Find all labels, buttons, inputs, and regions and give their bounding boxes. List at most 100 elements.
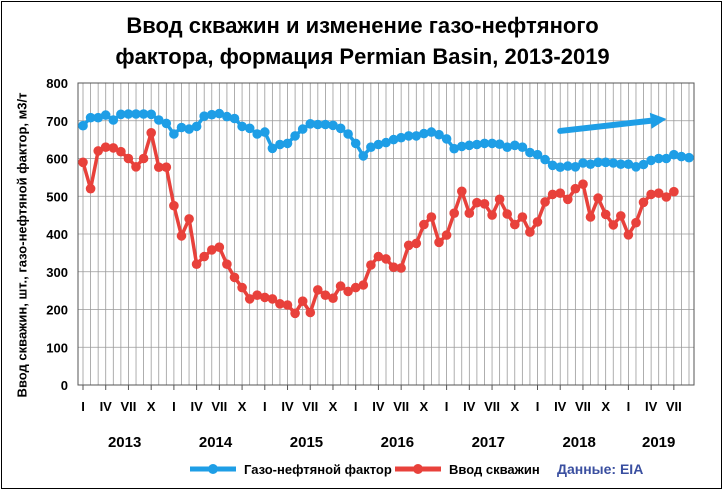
data-point bbox=[366, 260, 376, 270]
data-point bbox=[593, 157, 603, 168]
y-tick-label: 0 bbox=[61, 378, 68, 393]
data-point bbox=[176, 231, 187, 241]
data-point bbox=[313, 285, 323, 295]
data-point bbox=[305, 307, 316, 318]
data-point bbox=[138, 109, 149, 119]
data-point bbox=[525, 147, 535, 158]
data-point bbox=[517, 142, 528, 152]
data-point bbox=[578, 158, 588, 168]
data-point bbox=[381, 137, 391, 148]
x-tick-labels: I IV VII X I IV VII X I IV VII X I IV VII X I IV VII X I IV VI… bbox=[81, 399, 682, 414]
data-point bbox=[684, 152, 694, 163]
x-tick-label: I bbox=[263, 399, 267, 414]
data-point bbox=[388, 262, 399, 273]
data-point bbox=[207, 245, 217, 255]
data-point bbox=[100, 110, 111, 120]
data-point bbox=[623, 230, 634, 240]
data-point bbox=[600, 209, 611, 220]
trend-arrow-shaft bbox=[557, 117, 654, 134]
data-point bbox=[252, 290, 262, 301]
data-point bbox=[350, 138, 361, 149]
y-tick-label: 800 bbox=[46, 76, 68, 91]
data-point bbox=[669, 149, 679, 160]
trend-arrow-layer bbox=[557, 112, 667, 134]
data-point bbox=[608, 158, 619, 168]
data-point bbox=[343, 129, 353, 139]
data-point bbox=[457, 141, 467, 152]
data-point bbox=[441, 230, 452, 240]
data-point bbox=[146, 128, 156, 138]
data-point bbox=[517, 212, 528, 222]
legend: Газо-нефтяной фактор Ввод скважин Данные… bbox=[190, 461, 643, 477]
data-point bbox=[510, 219, 520, 230]
data-point bbox=[78, 157, 88, 168]
x-tick-label: I bbox=[172, 399, 176, 414]
year-label: 2017 bbox=[472, 434, 505, 451]
data-point bbox=[244, 294, 255, 304]
data-point bbox=[426, 127, 437, 137]
data-point bbox=[578, 179, 588, 189]
year-label: 2015 bbox=[290, 434, 323, 451]
data-point bbox=[366, 142, 376, 152]
data-point bbox=[191, 121, 202, 132]
data-point bbox=[525, 227, 535, 237]
data-point bbox=[176, 122, 187, 133]
data-point bbox=[661, 192, 672, 202]
x-tick-label: X bbox=[510, 399, 519, 414]
series-gas-oil-ratio bbox=[78, 108, 694, 172]
x-tick-label: IV bbox=[554, 399, 567, 414]
year-label: 2013 bbox=[108, 434, 141, 451]
data-point bbox=[479, 138, 490, 149]
data-point bbox=[108, 115, 119, 125]
x-tick-label: I bbox=[354, 399, 358, 414]
x-tick-label: IV bbox=[190, 399, 203, 414]
data-point bbox=[290, 308, 300, 319]
grid-lines bbox=[78, 82, 694, 386]
data-point bbox=[116, 109, 126, 120]
data-point bbox=[184, 214, 194, 224]
axes bbox=[77, 82, 695, 390]
data-point bbox=[297, 124, 308, 134]
data-point bbox=[419, 219, 429, 230]
x-tick-label: VII bbox=[393, 399, 409, 414]
x-tick-label: X bbox=[420, 399, 429, 414]
plot-border bbox=[77, 82, 695, 386]
data-point bbox=[161, 162, 172, 172]
y-tick-label: 700 bbox=[46, 114, 68, 129]
data-point bbox=[214, 108, 225, 119]
data-point bbox=[85, 183, 96, 194]
data-point bbox=[244, 123, 255, 134]
data-point bbox=[373, 139, 384, 150]
data-point bbox=[191, 259, 202, 270]
data-point bbox=[547, 189, 558, 200]
data-point bbox=[403, 240, 414, 251]
data-point bbox=[388, 134, 399, 145]
data-point bbox=[487, 138, 497, 149]
year-label: 2018 bbox=[562, 434, 595, 451]
data-point bbox=[563, 194, 573, 205]
data-point bbox=[585, 212, 596, 222]
data-point bbox=[320, 290, 331, 301]
data-point bbox=[93, 146, 103, 156]
data-point bbox=[222, 111, 232, 122]
x-tick-label: I bbox=[536, 399, 540, 414]
data-point bbox=[449, 143, 460, 154]
data-point bbox=[252, 129, 262, 139]
data-point bbox=[350, 282, 361, 293]
x-tick-label: IV bbox=[281, 399, 294, 414]
data-point bbox=[563, 161, 573, 171]
legend-label-gor: Газо-нефтяной фактор bbox=[244, 462, 392, 477]
data-point bbox=[154, 115, 164, 125]
data-point bbox=[510, 140, 520, 151]
data-point bbox=[78, 120, 88, 131]
data-point bbox=[532, 149, 543, 160]
data-point bbox=[585, 159, 596, 169]
data-point bbox=[653, 153, 664, 164]
data-point bbox=[547, 160, 558, 171]
x-tick-label: X bbox=[238, 399, 247, 414]
data-point bbox=[320, 119, 331, 130]
data-point bbox=[237, 121, 247, 132]
data-point bbox=[638, 159, 649, 170]
data-point bbox=[532, 217, 543, 227]
